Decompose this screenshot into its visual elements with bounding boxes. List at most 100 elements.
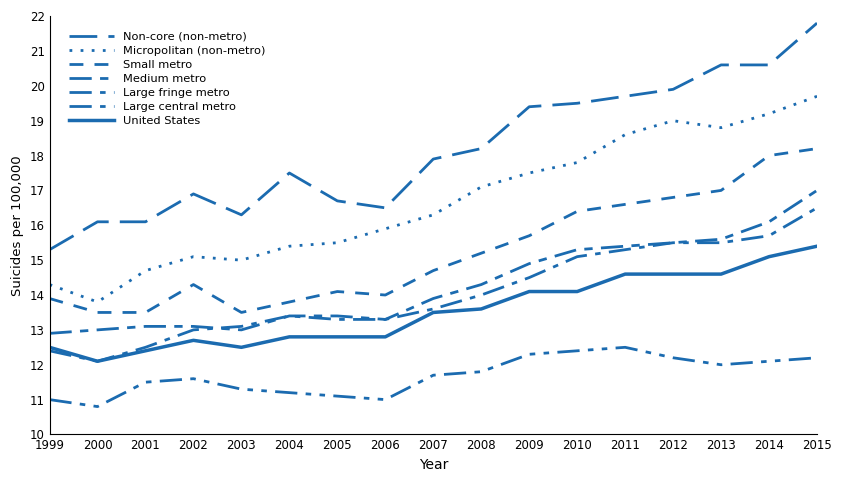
Small metro (332, 289, 342, 295)
Medium metro (572, 247, 583, 253)
Non-core (non-metro) (428, 156, 438, 162)
Large central metro (428, 372, 438, 378)
Micropolitan (non-metro) (188, 254, 198, 259)
Non-core (non-metro) (188, 191, 198, 197)
Medium metro (45, 330, 55, 336)
Non-core (non-metro) (236, 212, 246, 218)
Large central metro (572, 348, 583, 354)
Y-axis label: Suicides per 100,000: Suicides per 100,000 (11, 155, 24, 296)
Non-core (non-metro) (764, 62, 774, 68)
United States (380, 334, 390, 340)
Non-core (non-metro) (93, 219, 103, 225)
United States (716, 271, 726, 277)
United States (764, 254, 774, 259)
Micropolitan (non-metro) (45, 282, 55, 287)
Small metro (476, 250, 486, 256)
Micropolitan (non-metro) (668, 118, 678, 124)
Large fringe metro (764, 233, 774, 239)
Legend: Non-core (non-metro), Micropolitan (non-metro), Small metro, Medium metro, Large: Non-core (non-metro), Micropolitan (non-… (63, 26, 271, 131)
United States (236, 344, 246, 350)
Micropolitan (non-metro) (812, 93, 822, 99)
Line: Large central metro: Large central metro (50, 347, 817, 407)
Small metro (716, 187, 726, 193)
Line: United States: United States (50, 246, 817, 361)
Large central metro (93, 404, 103, 410)
Small metro (236, 310, 246, 315)
United States (428, 310, 438, 315)
Large fringe metro (93, 358, 103, 364)
Medium metro (812, 187, 822, 193)
Small metro (45, 296, 55, 301)
Small metro (284, 299, 294, 305)
Large fringe metro (524, 275, 534, 281)
Non-core (non-metro) (476, 146, 486, 152)
Large fringe metro (188, 327, 198, 333)
Small metro (764, 153, 774, 158)
Micropolitan (non-metro) (572, 160, 583, 166)
Large central metro (524, 352, 534, 357)
Non-core (non-metro) (380, 205, 390, 211)
Non-core (non-metro) (572, 100, 583, 106)
Large central metro (188, 376, 198, 382)
Micropolitan (non-metro) (524, 170, 534, 176)
Large fringe metro (332, 316, 342, 322)
Non-core (non-metro) (524, 104, 534, 110)
Medium metro (716, 236, 726, 242)
Small metro (188, 282, 198, 287)
Large fringe metro (141, 344, 151, 350)
Micropolitan (non-metro) (93, 299, 103, 305)
Large fringe metro (236, 324, 246, 329)
Micropolitan (non-metro) (476, 184, 486, 190)
Small metro (572, 209, 583, 214)
United States (45, 344, 55, 350)
Small metro (380, 292, 390, 298)
United States (524, 289, 534, 295)
Large fringe metro (716, 240, 726, 246)
United States (284, 334, 294, 340)
Medium metro (668, 240, 678, 246)
Line: Micropolitan (non-metro): Micropolitan (non-metro) (50, 96, 817, 302)
Medium metro (476, 282, 486, 287)
Large central metro (236, 386, 246, 392)
United States (476, 306, 486, 312)
Large central metro (476, 369, 486, 375)
Medium metro (284, 313, 294, 319)
Line: Small metro: Small metro (50, 149, 817, 313)
Non-core (non-metro) (668, 86, 678, 92)
Non-core (non-metro) (620, 93, 631, 99)
Micropolitan (non-metro) (716, 125, 726, 130)
Line: Large fringe metro: Large fringe metro (50, 208, 817, 361)
Large central metro (668, 355, 678, 361)
Large central metro (45, 397, 55, 402)
Small metro (620, 201, 631, 207)
Medium metro (188, 324, 198, 329)
Non-core (non-metro) (45, 247, 55, 253)
United States (620, 271, 631, 277)
Medium metro (380, 316, 390, 322)
Medium metro (332, 313, 342, 319)
United States (188, 338, 198, 343)
Non-core (non-metro) (284, 170, 294, 176)
Medium metro (764, 219, 774, 225)
United States (572, 289, 583, 295)
Small metro (93, 310, 103, 315)
Large central metro (764, 358, 774, 364)
Large central metro (716, 362, 726, 368)
Micropolitan (non-metro) (284, 243, 294, 249)
Large fringe metro (572, 254, 583, 259)
Micropolitan (non-metro) (620, 132, 631, 138)
Large fringe metro (476, 292, 486, 298)
Medium metro (141, 324, 151, 329)
Medium metro (524, 261, 534, 267)
Micropolitan (non-metro) (236, 257, 246, 263)
Medium metro (620, 243, 631, 249)
Large central metro (812, 355, 822, 361)
United States (332, 334, 342, 340)
Small metro (524, 233, 534, 239)
Large central metro (620, 344, 631, 350)
Medium metro (236, 327, 246, 333)
Large fringe metro (428, 306, 438, 312)
Large fringe metro (812, 205, 822, 211)
Small metro (668, 195, 678, 200)
Large fringe metro (284, 313, 294, 319)
